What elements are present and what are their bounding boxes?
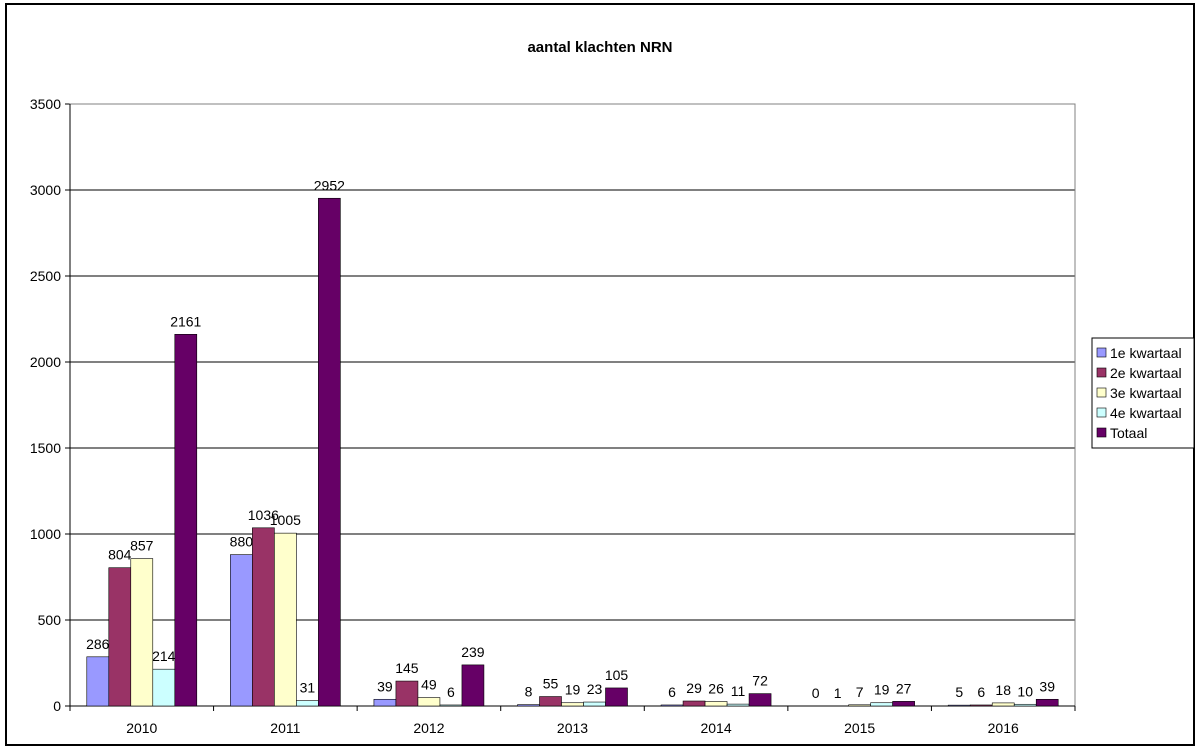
data-label: 880 <box>230 534 254 550</box>
y-tick-label: 500 <box>38 612 62 628</box>
bar <box>296 701 318 706</box>
data-label: 214 <box>152 648 176 664</box>
bar <box>871 703 893 706</box>
legend-swatch <box>1097 408 1106 417</box>
y-tick-label: 3000 <box>30 182 61 198</box>
data-label: 19 <box>874 682 890 698</box>
bar <box>87 657 109 706</box>
x-tick-label: 2012 <box>413 720 444 736</box>
bar <box>440 705 462 706</box>
legend-label: Totaal <box>1110 425 1147 441</box>
bar <box>1036 699 1058 706</box>
bar <box>562 703 584 706</box>
bar <box>318 198 340 706</box>
bar <box>849 705 871 706</box>
bar <box>153 669 175 706</box>
bar <box>970 705 992 706</box>
data-label: 39 <box>377 678 393 694</box>
data-label: 7 <box>856 684 864 700</box>
bar <box>705 702 727 706</box>
data-label: 6 <box>977 684 985 700</box>
y-tick-label: 2500 <box>30 268 61 284</box>
legend-label: 2e kwartaal <box>1110 365 1182 381</box>
bar <box>992 703 1014 706</box>
y-tick-label: 2000 <box>30 354 61 370</box>
bar <box>749 694 771 706</box>
bar <box>396 681 418 706</box>
data-label: 239 <box>461 644 485 660</box>
legend-label: 4e kwartaal <box>1110 405 1182 421</box>
data-label: 26 <box>708 681 724 697</box>
y-tick-label: 0 <box>53 698 61 714</box>
chart-title: aantal klachten NRN <box>527 39 672 56</box>
bar <box>462 665 484 706</box>
bar <box>109 568 131 706</box>
data-label: 145 <box>395 660 419 676</box>
data-label: 11 <box>731 683 746 699</box>
bar <box>661 705 683 706</box>
legend-swatch <box>1097 428 1106 437</box>
bar <box>230 555 252 706</box>
x-tick-label: 2014 <box>700 720 731 736</box>
legend-label: 1e kwartaal <box>1110 345 1182 361</box>
bar <box>1014 704 1036 706</box>
data-label: 49 <box>421 677 437 693</box>
bar <box>948 705 970 706</box>
legend-swatch <box>1097 388 1106 397</box>
x-tick-label: 2013 <box>557 720 588 736</box>
data-label: 105 <box>605 667 629 683</box>
data-label: 23 <box>587 681 603 697</box>
data-label: 55 <box>543 676 559 692</box>
data-label: 2161 <box>170 313 201 329</box>
bar <box>252 528 274 706</box>
bar <box>418 698 440 706</box>
x-tick-label: 2015 <box>844 720 875 736</box>
bar <box>893 701 915 706</box>
bar <box>175 334 197 706</box>
y-tick-label: 1500 <box>30 440 61 456</box>
data-label: 31 <box>300 680 316 696</box>
plot-area: 0 500 1000 1500 2000 2500 3000 3500 2010 2011 2012… <box>30 96 1075 736</box>
data-label: 1005 <box>270 512 301 528</box>
x-tick-label: 2011 <box>270 720 300 736</box>
data-label: 72 <box>752 673 768 689</box>
x-tick-label: 2010 <box>126 720 157 736</box>
data-label: 5 <box>955 684 963 700</box>
bar <box>683 701 705 706</box>
plot-background <box>70 104 1075 706</box>
bar <box>274 533 296 706</box>
data-label: 0 <box>812 685 820 701</box>
data-label: 29 <box>686 680 702 696</box>
data-label: 2952 <box>314 177 345 193</box>
bar <box>540 697 562 706</box>
bar <box>518 705 540 706</box>
data-label: 10 <box>1017 683 1033 699</box>
legend-swatch <box>1097 348 1106 357</box>
data-label: 6 <box>668 684 676 700</box>
bar <box>584 702 606 706</box>
legend: 1e kwartaal 2e kwartaal 3e kwartaal 4e kwar… <box>1092 338 1194 448</box>
legend-label: 3e kwartaal <box>1110 385 1182 401</box>
bar <box>131 559 153 706</box>
bar <box>606 688 628 706</box>
legend-swatch <box>1097 368 1106 377</box>
data-label: 1 <box>834 685 842 701</box>
data-label: 19 <box>565 682 581 698</box>
data-label: 8 <box>525 684 533 700</box>
data-label: 39 <box>1039 678 1055 694</box>
data-label: 286 <box>86 636 110 652</box>
data-label: 6 <box>447 684 455 700</box>
y-tick-label: 3500 <box>30 96 61 112</box>
bar <box>374 699 396 706</box>
data-label: 857 <box>130 538 154 554</box>
y-tick-label: 1000 <box>30 526 61 542</box>
x-tick-label: 2016 <box>988 720 1019 736</box>
data-label: 804 <box>108 547 132 563</box>
data-label: 18 <box>995 682 1011 698</box>
data-label: 27 <box>896 680 912 696</box>
bar <box>727 704 749 706</box>
